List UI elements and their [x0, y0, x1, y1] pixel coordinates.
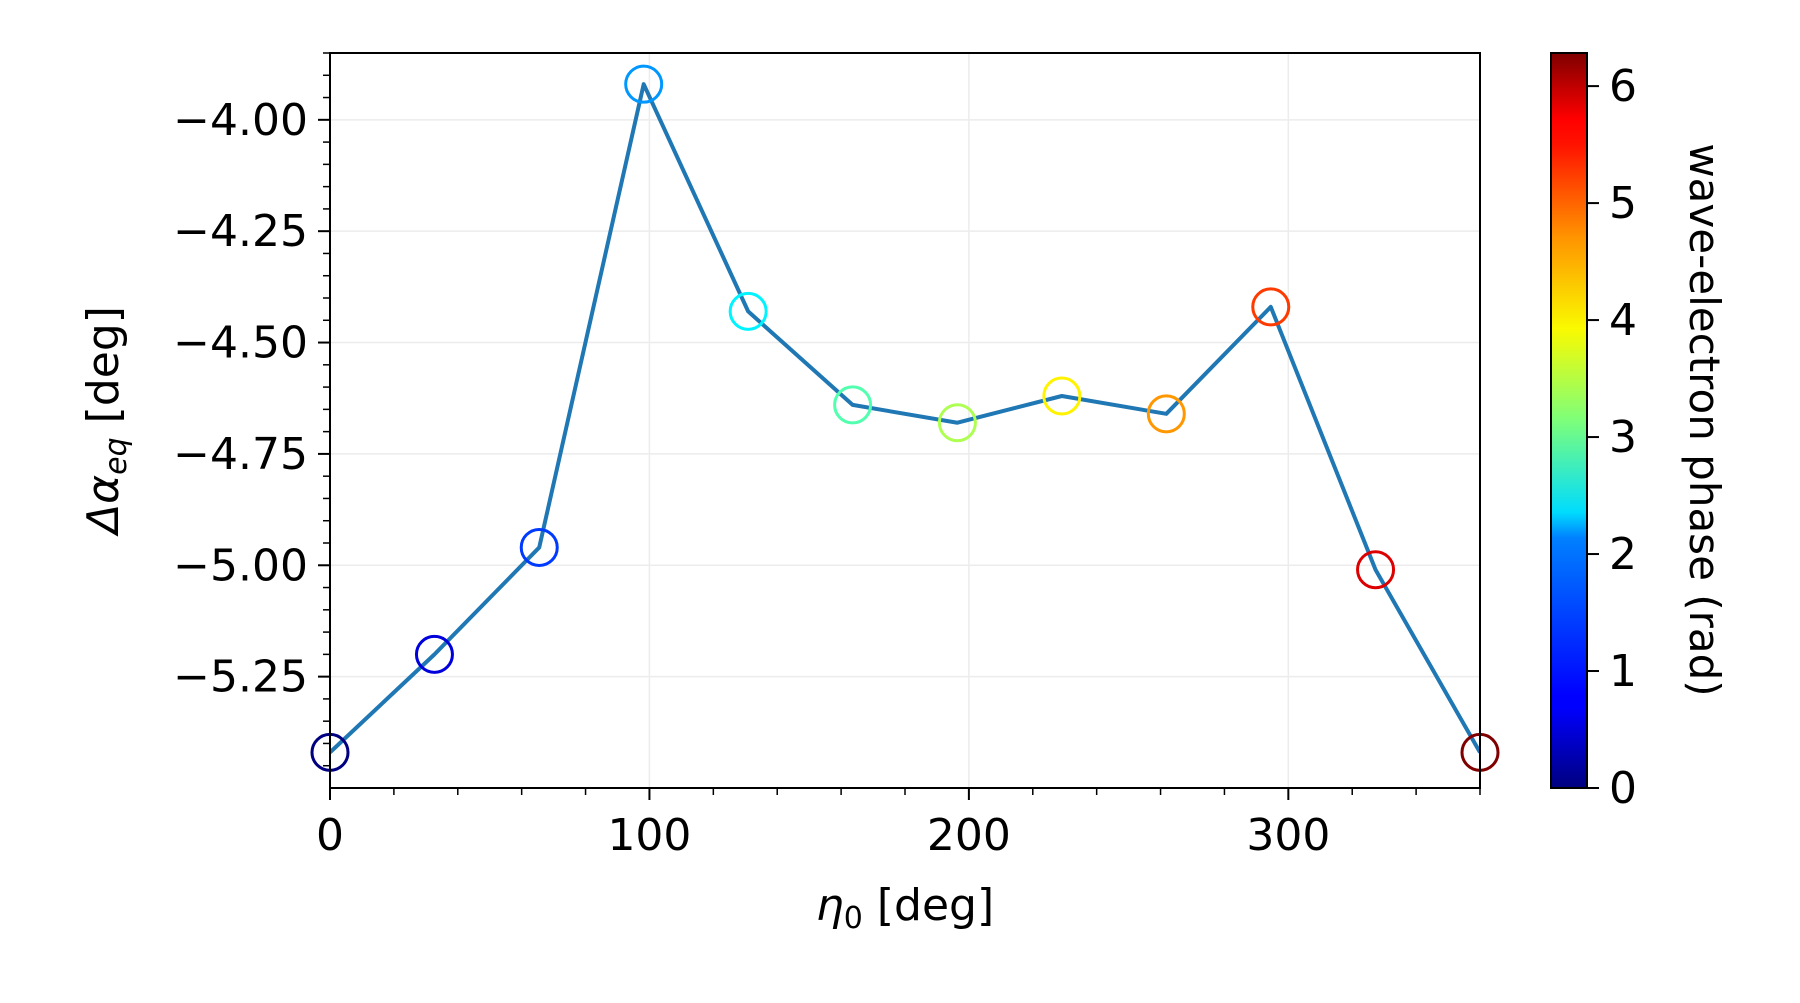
data-point-marker: [1251, 287, 1291, 327]
series-line: [330, 82, 1480, 754]
grid-lines: [329, 53, 1480, 788]
colorbar-tick-label: 6: [1609, 61, 1637, 112]
colorbar-tick-label: 5: [1609, 178, 1637, 229]
y-axis-ticks: −5.25 −5.00 −4.75 −4.50 −4.25 −4.00: [173, 52, 330, 767]
y-tick-label: −4.50: [173, 318, 308, 369]
data-point-marker: [1356, 550, 1396, 590]
plot-area: 0 100 200 300 −5.25 −5.00 −4.75 −4.50 −4.25 −4.0…: [173, 52, 1500, 861]
x-tick-label: 200: [927, 810, 1011, 861]
data-point-marker: [414, 634, 454, 674]
data-series: [330, 82, 1480, 754]
colorbar: 0 1 2 3 4 5 6 wave-electron phase (rad): [1550, 52, 1729, 814]
x-tick-label: 100: [607, 810, 691, 861]
colorbar-tick-label: 2: [1609, 529, 1637, 580]
x-axis-label: η0 [deg]: [816, 880, 994, 936]
data-point-marker: [937, 403, 977, 443]
data-point-marker: [1146, 394, 1186, 434]
colorbar-label: wave-electron phase (rad): [1680, 143, 1729, 696]
x-tick-label: 0: [316, 810, 344, 861]
y-axis-label: Δαeq [deg]: [78, 306, 134, 537]
data-point-marker: [833, 385, 873, 425]
colorbar-ticks: 0 1 2 3 4 5 6: [1587, 61, 1637, 814]
x-axis-ticks: 0 100 200 300: [316, 788, 1481, 861]
colorbar-tick-label: 4: [1609, 295, 1637, 346]
colorbar-tick-label: 0: [1609, 763, 1637, 814]
data-point-marker: [624, 64, 664, 104]
data-point-marker: [1042, 376, 1082, 416]
y-tick-label: −4.25: [173, 206, 308, 257]
data-point-marker: [728, 291, 768, 331]
y-tick-label: −4.00: [173, 95, 308, 146]
data-point-marker: [519, 527, 559, 567]
plot-frame: [329, 52, 1481, 789]
y-tick-label: −5.25: [173, 652, 308, 703]
colorbar-tick-label: 1: [1609, 646, 1637, 697]
y-tick-label: −4.75: [173, 429, 308, 480]
y-tick-label: −5.00: [173, 540, 308, 591]
x-tick-label: 300: [1246, 810, 1330, 861]
data-markers: [310, 64, 1500, 772]
colorbar-gradient: [1550, 52, 1588, 789]
colorbar-tick-label: 3: [1609, 412, 1637, 463]
